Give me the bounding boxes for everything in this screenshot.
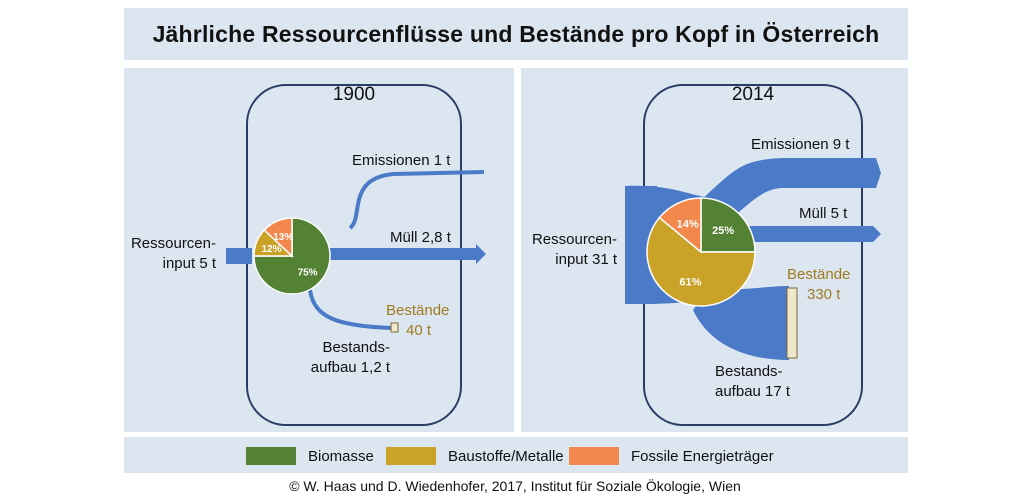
waste-label-1900: Müll 2,8 t — [390, 229, 451, 246]
panel-2014: 2014 25% 61% 14% Ressourcen- input 31 t Em… — [521, 68, 908, 432]
panel-1900: 1900 75% 12% 13% Ressourcen- input 5 t Emi… — [124, 68, 514, 432]
page-title: Jährliche Ressourcenflüsse und Bestände … — [152, 20, 880, 47]
pie-slice-label: 25% — [712, 225, 734, 237]
pie-slice-label: 12% — [261, 244, 281, 255]
pie-slice — [700, 197, 756, 253]
pie-slice — [253, 217, 331, 295]
legend-swatch — [569, 447, 619, 465]
stock-label-line2: 40 t — [406, 322, 432, 339]
flow-diagram-1900: 75% 12%13% — [226, 170, 486, 333]
stock-label-2014: Bestände 330 t — [787, 265, 850, 305]
pie-slice — [263, 217, 293, 258]
stock-box-2014 — [786, 287, 798, 359]
buildup-label-line1: Bestands- — [322, 339, 390, 356]
legend-item-biomasse: Biomasse — [246, 447, 374, 465]
emissions-label-2014: Emissionen 9 t — [751, 136, 850, 153]
emissions-flow-2014 — [699, 158, 881, 218]
input-label-line1: Ressourcen- — [130, 235, 216, 252]
legend-item-baustoffe: Baustoffe/Metalle — [386, 447, 564, 465]
title-bar: Jährliche Ressourcenflüsse und Bestände … — [124, 8, 908, 60]
input-label-line1: Ressourcen- — [531, 231, 617, 248]
input-flow-1900 — [226, 248, 252, 264]
input-label-line2: input 31 t — [555, 251, 617, 268]
buildup-flow-1900 — [308, 289, 393, 330]
stock-box-1900 — [390, 322, 399, 333]
pie-slice-label: 75% — [298, 268, 318, 279]
buildup-label-line2: aufbau 1,2 t — [310, 359, 390, 376]
stock-label-1900: Bestände 40 t — [386, 301, 449, 341]
pie-2014: 25% 61% 14% — [646, 197, 756, 307]
buildup-label-line1: Bestands- — [715, 363, 783, 380]
pie-slice-label: 13% — [273, 232, 293, 243]
pie-1900: 75% 12%13% — [253, 217, 331, 295]
legend-swatch — [386, 447, 436, 465]
stock-label-line2: 330 t — [807, 286, 841, 303]
waste-flow-1900 — [330, 244, 486, 264]
pie-slice-label: 61% — [679, 276, 701, 288]
waste-flow-2014 — [747, 226, 881, 242]
pie-slice — [646, 216, 756, 307]
year-label-2014: 2014 — [731, 84, 775, 105]
pie-slice-label: 14% — [677, 219, 699, 231]
stock-label-line1: Bestände — [787, 266, 851, 283]
input-label-1900: Ressourcen- input 5 t — [124, 234, 216, 274]
credit-line: © W. Haas und D. Wiedenhofer, 2017, Inst… — [289, 478, 741, 494]
pie-slice — [658, 197, 702, 254]
stock-label-line1: Bestände — [386, 302, 450, 319]
buildup-label-line2: aufbau 17 t — [715, 383, 791, 400]
legend-label: Fossile Energieträger — [631, 447, 774, 465]
input-label-2014: Ressourcen- input 31 t — [521, 230, 617, 270]
legend-label: Biomasse — [308, 447, 374, 465]
legend-label: Baustoffe/Metalle — [448, 447, 564, 465]
legend-item-fossile: Fossile Energieträger — [569, 447, 774, 465]
year-label-1900: 1900 — [332, 84, 376, 105]
buildup-label-2014: Bestands- aufbau 17 t — [715, 362, 790, 402]
flow-diagram-2014: 25% 61% 14% — [625, 158, 881, 360]
buildup-label-1900: Bestands- aufbau 1,2 t — [300, 338, 390, 378]
emissions-flow-1900 — [348, 170, 485, 230]
waste-label-2014: Müll 5 t — [799, 205, 848, 222]
legend: Biomasse Baustoffe/Metalle Fossile Energ… — [124, 437, 908, 473]
emissions-label-1900: Emissionen 1 t — [352, 152, 451, 169]
input-label-line2: input 5 t — [162, 255, 216, 272]
legend-swatch — [246, 447, 296, 465]
